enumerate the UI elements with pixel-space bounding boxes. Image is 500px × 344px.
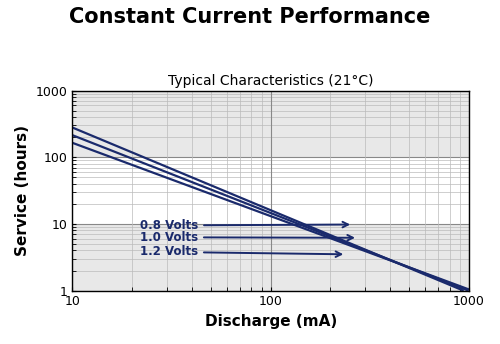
Text: 1.0 Volts: 1.0 Volts [140, 231, 353, 244]
Text: 1.2 Volts: 1.2 Volts [140, 245, 341, 258]
Bar [72, 157, 469, 224]
Bar [72, 224, 469, 291]
Text: Constant Current Performance: Constant Current Performance [70, 7, 430, 27]
Bar [72, 90, 469, 157]
Y-axis label: Service (hours): Service (hours) [15, 125, 30, 256]
Title: Typical Characteristics (21°C): Typical Characteristics (21°C) [168, 74, 374, 88]
Text: 0.8 Volts: 0.8 Volts [140, 219, 348, 232]
X-axis label: Discharge (mA): Discharge (mA) [204, 314, 337, 329]
